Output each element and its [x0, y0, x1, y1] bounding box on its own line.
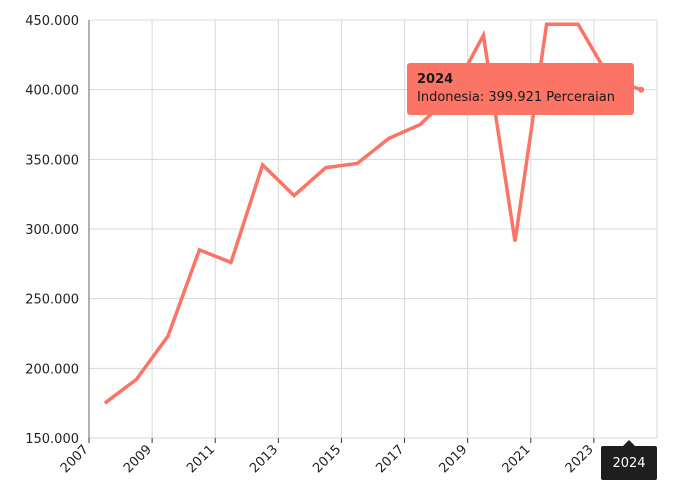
y-tick-label: 350.000 [25, 153, 79, 168]
y-tick-label: 250.000 [25, 293, 79, 308]
grid-lines [88, 19, 658, 443]
x-axis-hover-badge: 2024 [601, 440, 657, 480]
tooltip-year: 2024 [417, 72, 454, 87]
y-tick-label: 150.000 [25, 432, 79, 447]
x-tick-label: 2021 [500, 442, 534, 476]
y-tick-label: 300.000 [25, 223, 79, 238]
hover-tooltip: 2024 Indonesia: 399.921 Perceraian [407, 63, 634, 115]
x-tick-label: 2023 [563, 442, 597, 476]
y-tick-label: 450.000 [25, 14, 79, 29]
tooltip-value: Indonesia: 399.921 Perceraian [417, 90, 615, 105]
x-tick-label: 2017 [373, 442, 407, 476]
y-tick-label: 400.000 [25, 84, 79, 99]
y-tick-label: 200.000 [25, 362, 79, 377]
series-line-indonesia [103, 22, 642, 405]
x-axis-ticks: 2007 2009 2011 2013 2015 2017 2019 2021 2023 [58, 442, 597, 476]
data-point[interactable] [638, 86, 645, 93]
x-tick-label: 2013 [247, 442, 281, 476]
x-tick-label: 2015 [310, 442, 344, 476]
x-tick-label: 2011 [184, 442, 218, 476]
x-tick-label: 2007 [58, 442, 92, 476]
x-tick-label: 2009 [121, 442, 155, 476]
x-tick-label: 2019 [436, 442, 470, 476]
series-layer [103, 22, 645, 405]
y-axis-ticks: 150.000 200.000 250.000 300.000 350.000 400.0… [25, 14, 79, 447]
